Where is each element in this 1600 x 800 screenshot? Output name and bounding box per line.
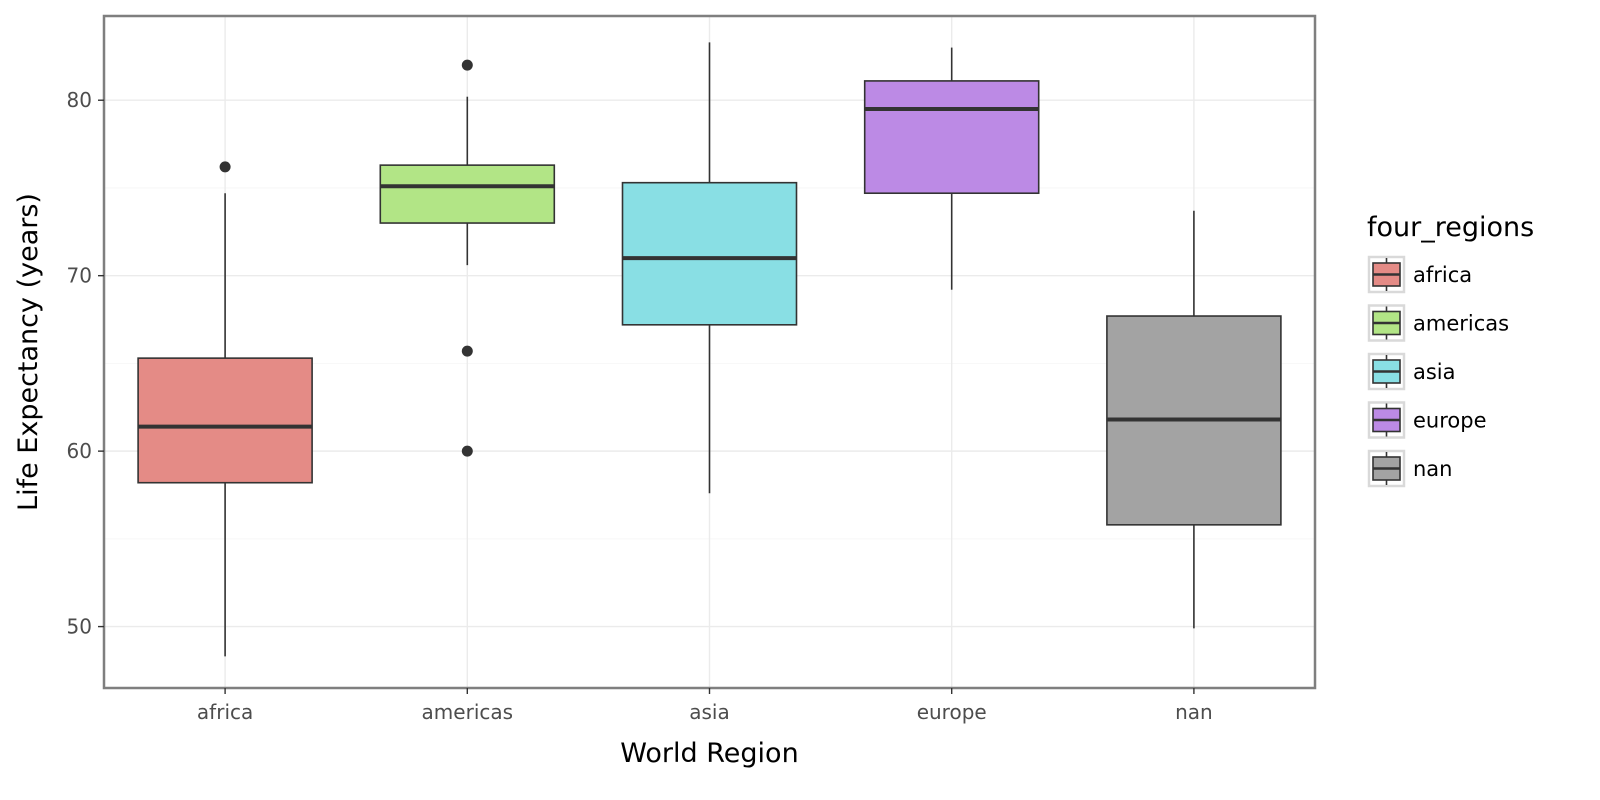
legend-item-europe: europe <box>1367 401 1487 439</box>
legend-label: africa <box>1413 263 1472 287</box>
outlier-point <box>461 445 473 457</box>
box-body <box>137 357 313 484</box>
y-tick-label: 70 <box>67 264 92 288</box>
x-axis-title: World Region <box>620 738 798 769</box>
box-asia <box>621 42 798 494</box>
x-tick-label: americas <box>422 700 514 724</box>
y-tick-label: 60 <box>67 439 92 463</box>
legend: africa americas asia europe nan <box>1367 255 1509 488</box>
box-nan <box>1106 210 1282 629</box>
x-tick-label: europe <box>917 700 987 724</box>
axes: 50 60 70 80 africa americas asia europe nan <box>67 88 1213 724</box>
outlier-point <box>461 345 473 357</box>
legend-item-asia: asia <box>1367 352 1456 391</box>
y-tick-label: 50 <box>67 615 92 639</box>
box-body <box>379 164 556 224</box>
y-tick-label: 80 <box>67 88 92 112</box>
outlier-point <box>219 161 231 173</box>
box-body <box>863 80 1040 195</box>
legend-item-africa: africa <box>1367 255 1472 294</box>
legend-item-nan: nan <box>1367 449 1453 488</box>
legend-item-americas: americas <box>1367 304 1509 342</box>
x-tick-label: asia <box>689 700 730 724</box>
x-tick-label: nan <box>1175 700 1213 724</box>
boxes <box>137 42 1282 657</box>
box-africa <box>137 161 313 657</box>
legend-label: americas <box>1413 312 1509 336</box>
legend-label: asia <box>1413 360 1456 384</box>
x-tick-label: africa <box>197 700 253 724</box>
outlier-point <box>461 59 473 71</box>
legend-label: nan <box>1413 457 1453 481</box>
y-axis-title: Life Expectancy (years) <box>13 193 44 511</box>
box-body <box>621 181 798 326</box>
legend-title: four_regions <box>1367 212 1534 243</box>
box-europe <box>863 47 1040 290</box>
box-americas <box>379 59 556 457</box>
legend-label: europe <box>1413 409 1487 433</box>
